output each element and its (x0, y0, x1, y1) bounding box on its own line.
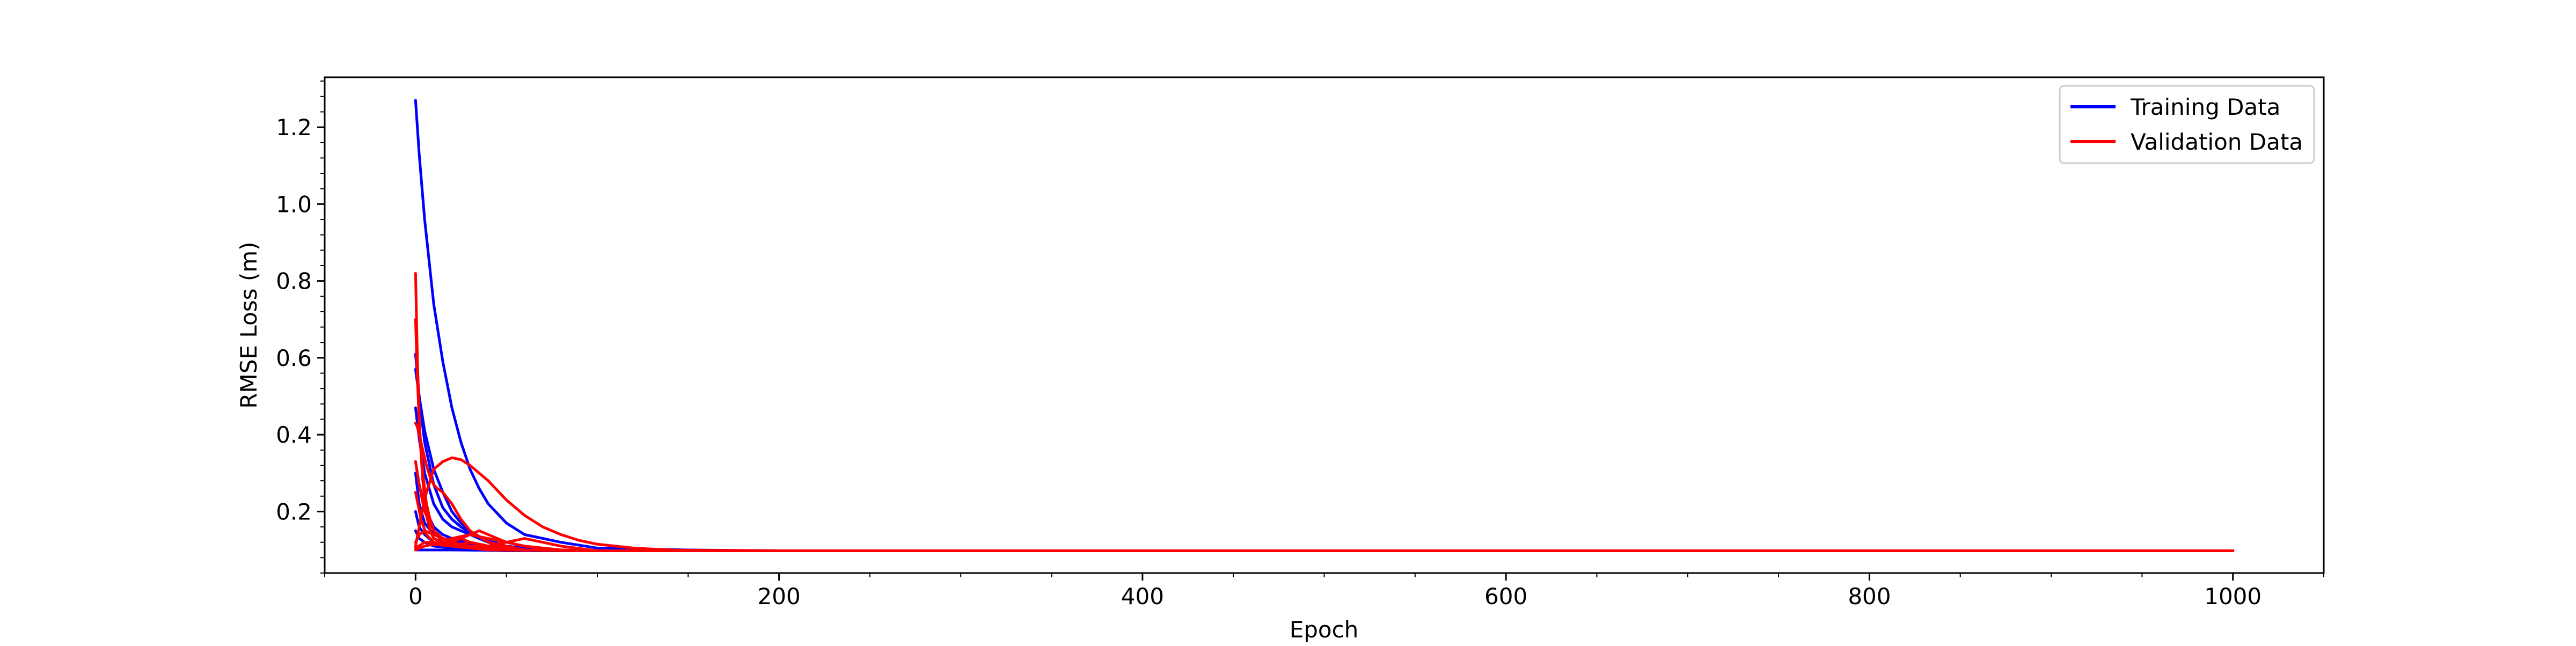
y-tick-label: 1.2 (276, 114, 312, 141)
series-line-training-1 (414, 99, 2235, 552)
legend-label-training: Training Data (2130, 94, 2280, 120)
series-line-training-8 (414, 529, 2235, 552)
series-line-training-2 (414, 353, 2235, 552)
series-line-training-6 (414, 472, 2235, 552)
series-line-training-5 (414, 460, 2235, 552)
x-tick-label: 1000 (2204, 583, 2262, 610)
x-tick-label: 0 (408, 583, 423, 610)
series-line-training-4 (414, 406, 2235, 552)
y-axis: 0.2 0.4 0.6 0.8 1.0 1.2 (276, 80, 325, 574)
legend-box (2059, 85, 2315, 164)
series-line-validation-9 (414, 541, 2235, 552)
x-tick-label: 800 (1848, 583, 1891, 610)
x-tick-label: 200 (758, 583, 801, 610)
series-line-validation-7 (414, 529, 2235, 552)
series-line-validation-1 (414, 271, 2235, 552)
y-tick-label: 0.8 (276, 268, 312, 295)
x-axis-label: Epoch (1290, 616, 1359, 643)
series-layer (414, 99, 2235, 552)
y-tick-label: 0.4 (276, 422, 312, 448)
series-line-training-7 (414, 510, 2235, 552)
legend-label-validation: Validation Data (2131, 129, 2303, 155)
series-line-training-3 (414, 368, 2235, 552)
series-line-validation-5 (414, 460, 2235, 552)
series-line-validation-4 (414, 422, 2235, 552)
y-tick-label: 0.6 (276, 345, 312, 371)
plot-frame (324, 76, 2325, 574)
x-axis: 0 200 400 600 800 1000 (324, 573, 2324, 610)
series-line-validation-6 (414, 491, 2235, 552)
series-line-validation-2 (414, 318, 2235, 552)
y-tick-label: 1.0 (276, 191, 312, 217)
x-tick-label: 600 (1484, 583, 1527, 610)
x-tick-label: 400 (1121, 583, 1164, 610)
y-tick-label: 0.2 (276, 498, 312, 525)
y-axis-label: RMSE Loss (m) (236, 241, 262, 408)
legend: Training Data Validation Data (2059, 85, 2315, 164)
series-line-validation-3 (414, 456, 2235, 552)
